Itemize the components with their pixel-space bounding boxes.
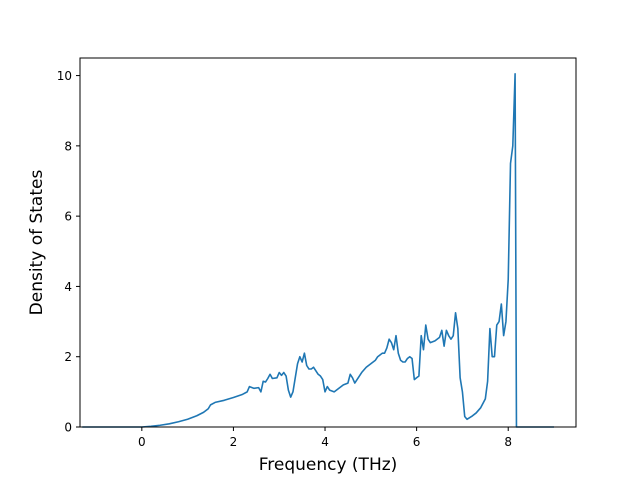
plot-frame bbox=[79, 57, 577, 428]
y-axis-label: Density of States bbox=[27, 170, 47, 316]
x-tick-label: 2 bbox=[230, 435, 238, 449]
y-tick-label: 6 bbox=[64, 210, 72, 224]
x-tick-label: 8 bbox=[504, 435, 512, 449]
y-tick-label: 10 bbox=[57, 69, 72, 83]
x-axis-label: Frequency (THz) bbox=[259, 455, 398, 475]
y-tick-label: 2 bbox=[64, 350, 72, 364]
series-layer bbox=[82, 73, 555, 428]
y-tick-label: 8 bbox=[64, 139, 72, 153]
x-tick-label: 6 bbox=[413, 435, 421, 449]
x-tick-label: 0 bbox=[138, 435, 146, 449]
dos-series-line-0 bbox=[82, 73, 555, 428]
x-tick-label: 4 bbox=[321, 435, 329, 449]
y-axis-ticks: 0 2 4 6 8 10 bbox=[57, 69, 80, 435]
y-tick-label: 0 bbox=[64, 421, 72, 435]
x-axis-ticks: 0 2 4 6 8 bbox=[138, 427, 512, 449]
y-tick-label: 4 bbox=[64, 280, 72, 294]
